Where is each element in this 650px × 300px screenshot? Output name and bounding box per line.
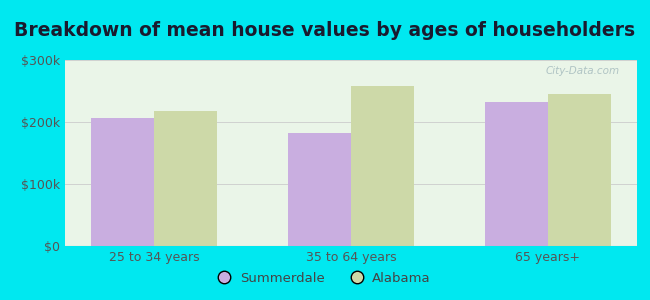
Text: City-Data.com: City-Data.com	[546, 66, 620, 76]
Bar	[154, 111, 217, 246]
Bar	[91, 118, 154, 246]
Text: Breakdown of mean house values by ages of householders: Breakdown of mean house values by ages o…	[14, 21, 636, 40]
Bar	[485, 102, 548, 246]
Bar	[351, 86, 414, 246]
Legend: Summerdale, Alabama: Summerdale, Alabama	[214, 266, 436, 290]
Bar	[548, 94, 611, 246]
Bar	[288, 133, 351, 246]
